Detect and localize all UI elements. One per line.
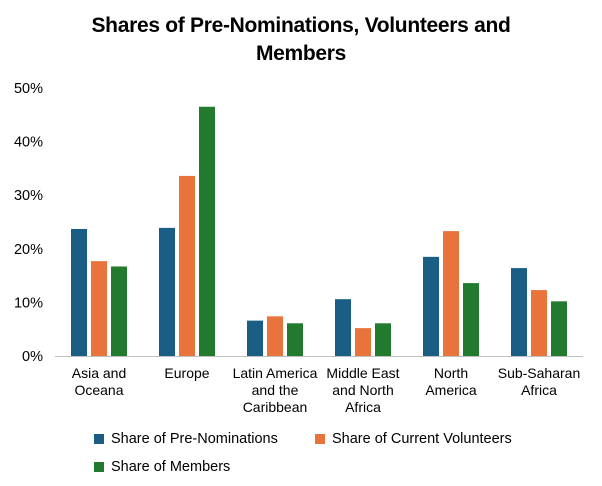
y-tick-label: 20% [14,242,43,258]
bar-pre-nominations [159,227,175,356]
bar-current-volunteers [267,316,283,356]
chart-title-line-2: Members [255,42,347,65]
y-tick-label: 40% [14,135,43,151]
bar-pre-nominations [71,228,87,356]
y-tick-label: 10% [14,295,43,311]
x-tick-label: Caribbean [243,399,308,415]
y-tick-label: 0% [22,349,43,365]
x-tick-label: America [425,382,477,398]
chart-title-line-1: Shares of Pre-Nominations, Volunteers an… [91,14,511,37]
bar-members [287,323,303,356]
legend-label-members: Share of Members [111,459,231,475]
bar-current-volunteers [443,231,459,356]
x-tick-label: Latin America [233,365,318,381]
bar-pre-nominations [335,299,351,356]
x-tick-label: Sub-Saharan [498,365,581,381]
bar-current-volunteers [91,261,107,356]
bar-members [463,283,479,356]
x-tick-label: Africa [345,399,381,415]
x-tick-label: North [434,365,468,381]
legend-item-current-volunteers: Share of Current Volunteers [315,431,512,447]
legend-swatch-members [94,462,104,472]
legend-swatch-current-volunteers [315,434,325,444]
chart-title: Shares of Pre-Nominations, Volunteers an… [0,12,602,68]
x-tick-label: Europe [164,365,209,381]
x-tick-label: and the [252,382,299,398]
bar-members [375,323,391,356]
y-tick-label: 30% [14,188,43,204]
legend-label-current-volunteers: Share of Current Volunteers [332,431,512,447]
x-tick-label: and North [332,382,393,398]
x-tick-label: Africa [521,382,557,398]
bar-current-volunteers [355,328,371,356]
bar-members [551,301,567,356]
x-tick-label: Middle East [326,365,399,381]
x-tick-label: Oceana [74,382,123,398]
legend-item-members: Share of Members [94,459,230,475]
legend-swatch-pre-nominations [94,434,104,444]
bar-members [199,106,215,356]
legend-label-pre-nominations: Share of Pre-Nominations [111,431,278,447]
legend-item-pre-nominations: Share of Pre-Nominations [94,431,278,447]
bar-pre-nominations [247,320,263,356]
bar-current-volunteers [531,290,547,356]
bar-pre-nominations [423,256,439,356]
bar-members [111,266,127,356]
bar-current-volunteers [179,175,195,356]
y-tick-label: 50% [14,81,43,97]
bar-pre-nominations [511,268,527,356]
x-tick-label: Asia and [72,365,126,381]
